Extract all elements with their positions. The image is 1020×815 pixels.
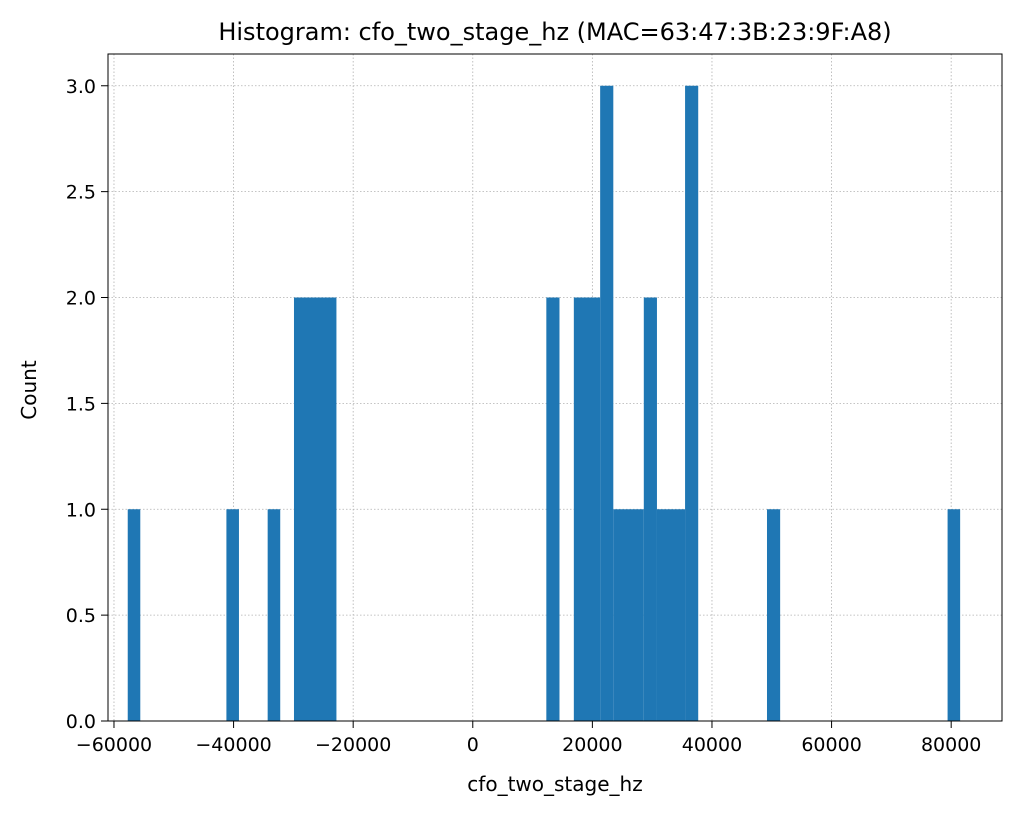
chart-title: Histogram: cfo_two_stage_hz (MAC=63:47:3… — [218, 18, 891, 46]
y-tick-label: 2.0 — [66, 288, 96, 310]
x-tick-label: 40000 — [682, 734, 742, 756]
x-tick-label: −20000 — [315, 734, 391, 756]
histogram-bar — [643, 297, 657, 721]
histogram-bar — [656, 509, 686, 721]
histogram-bar — [546, 297, 560, 721]
histogram-bar — [766, 509, 781, 721]
y-tick-label: 1.5 — [66, 393, 96, 415]
y-tick-label: 3.0 — [66, 76, 96, 98]
histogram-bar — [947, 509, 961, 721]
histogram-bar — [685, 85, 699, 721]
x-tick-label: 80000 — [921, 734, 981, 756]
y-tick-label: 0.5 — [66, 605, 96, 627]
histogram-bar — [267, 509, 281, 721]
x-tick-label: −40000 — [195, 734, 271, 756]
x-tick-label: 0 — [467, 734, 479, 756]
x-axis-ticks: −60000 −40000 −20000 0 20000 40000 60000 80000 — [76, 721, 981, 756]
x-tick-label: −60000 — [76, 734, 152, 756]
histogram-bar — [293, 297, 337, 721]
histogram-bar — [613, 509, 644, 721]
histogram-bar — [127, 509, 141, 721]
x-tick-label: 60000 — [801, 734, 861, 756]
plot-area-frame — [107, 53, 1003, 722]
x-tick-label: 20000 — [562, 734, 622, 756]
y-tick-label: 2.5 — [66, 182, 96, 204]
histogram-bar — [226, 509, 239, 721]
histogram-bars — [127, 85, 961, 721]
y-axis-ticks: 0.0 0.5 1.0 1.5 2.0 2.5 3.0 — [66, 76, 108, 733]
y-axis-label: Count — [17, 360, 41, 420]
y-tick-label: 1.0 — [66, 499, 96, 521]
histogram-bar — [600, 85, 614, 721]
y-tick-label: 0.0 — [66, 711, 96, 733]
x-axis-label: cfo_two_stage_hz — [467, 772, 642, 796]
histogram-bar — [573, 297, 601, 721]
